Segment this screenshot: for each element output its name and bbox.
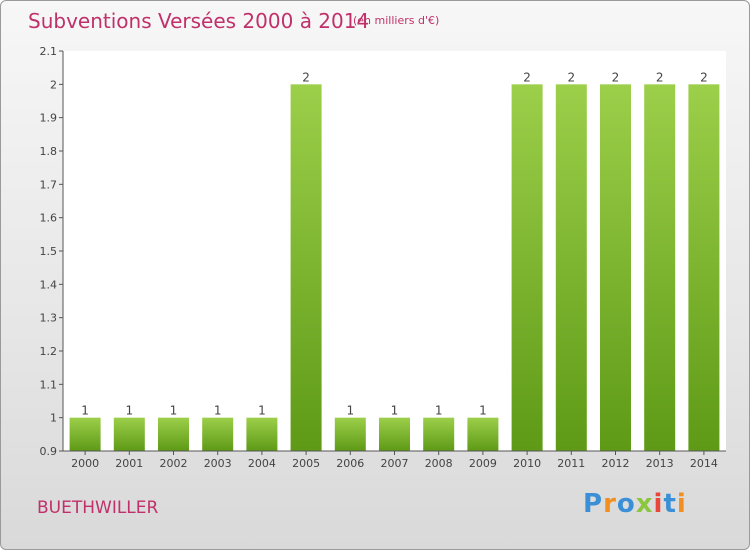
bar-2009 bbox=[467, 417, 499, 451]
data-label-2011: 2 bbox=[567, 70, 575, 84]
x-tick-label-2012: 2012 bbox=[602, 457, 630, 470]
x-tick-label-2006: 2006 bbox=[336, 457, 364, 470]
logo-letter: i bbox=[653, 489, 664, 519]
logo-letter: t bbox=[663, 489, 677, 519]
bar-2007 bbox=[379, 417, 410, 451]
data-label-2003: 1 bbox=[214, 404, 222, 418]
x-tick-label-2011: 2011 bbox=[557, 457, 585, 470]
commune-name: BUETHWILLER bbox=[37, 498, 159, 518]
logo-letter: i bbox=[676, 489, 687, 519]
y-tick-label: 0.9 bbox=[40, 445, 58, 458]
data-label-2004: 1 bbox=[258, 404, 266, 418]
bar-2006 bbox=[334, 417, 366, 451]
bar-2014 bbox=[688, 84, 720, 451]
bar-2011 bbox=[555, 84, 587, 451]
y-tick-label: 2 bbox=[50, 78, 57, 91]
bar-2013 bbox=[644, 84, 676, 451]
y-tick-label: 1.3 bbox=[40, 312, 58, 325]
y-tick-label: 1.9 bbox=[40, 112, 58, 125]
y-tick-label: 1.8 bbox=[40, 145, 58, 158]
x-tick-label-2000: 2000 bbox=[71, 457, 99, 470]
data-label-2012: 2 bbox=[612, 70, 620, 84]
logo-letter: o bbox=[616, 489, 636, 519]
x-tick-label-2005: 2005 bbox=[292, 457, 320, 470]
y-tick-label: 1.4 bbox=[40, 278, 58, 291]
data-label-2008: 1 bbox=[435, 404, 443, 418]
x-tick-label-2001: 2001 bbox=[115, 457, 143, 470]
x-tick-label-2003: 2003 bbox=[204, 457, 232, 470]
data-label-2001: 1 bbox=[125, 404, 133, 418]
x-tick-label-2014: 2014 bbox=[690, 457, 718, 470]
y-tick-label: 1.1 bbox=[40, 378, 58, 391]
bar-2003 bbox=[202, 417, 234, 451]
logo-letter: r bbox=[603, 489, 617, 519]
logo-letter: P bbox=[583, 489, 604, 519]
bar-2001 bbox=[113, 417, 145, 451]
data-label-2002: 1 bbox=[170, 404, 178, 418]
x-tick-label-2007: 2007 bbox=[381, 457, 409, 470]
proxiti-logo: Proxiti bbox=[583, 489, 687, 519]
bar-2002 bbox=[158, 417, 189, 451]
chart-title: Subventions Versées 2000 à 2014 bbox=[28, 9, 370, 33]
data-label-2007: 1 bbox=[391, 404, 399, 418]
y-tick-label: 1 bbox=[50, 412, 57, 425]
x-tick-label-2013: 2013 bbox=[646, 457, 674, 470]
x-tick-label-2010: 2010 bbox=[513, 457, 541, 470]
y-tick-label: 1.6 bbox=[40, 212, 58, 225]
y-tick-label: 1.2 bbox=[40, 345, 58, 358]
logo-letter: x bbox=[635, 489, 654, 519]
bar-2005 bbox=[290, 84, 322, 451]
bar-2008 bbox=[423, 417, 455, 451]
y-tick-label: 1.5 bbox=[40, 245, 58, 258]
data-label-2014: 2 bbox=[700, 70, 708, 84]
data-label-2013: 2 bbox=[656, 70, 664, 84]
x-tick-label-2002: 2002 bbox=[160, 457, 188, 470]
data-label-2000: 1 bbox=[81, 404, 89, 418]
x-tick-label-2008: 2008 bbox=[425, 457, 453, 470]
bar-2010 bbox=[511, 84, 543, 451]
y-tick-label: 1.7 bbox=[40, 178, 58, 191]
chart-subtitle: (en milliers d'€) bbox=[353, 14, 440, 27]
bar-2000 bbox=[69, 417, 101, 451]
data-label-2006: 1 bbox=[346, 404, 354, 418]
x-tick-label-2009: 2009 bbox=[469, 457, 497, 470]
x-tick-label-2004: 2004 bbox=[248, 457, 276, 470]
bar-2012 bbox=[600, 84, 631, 451]
data-label-2005: 2 bbox=[302, 70, 310, 84]
bar-2004 bbox=[246, 417, 278, 451]
y-tick-label: 2.1 bbox=[40, 45, 58, 58]
data-label-2009: 1 bbox=[479, 404, 487, 418]
data-label-2010: 2 bbox=[523, 70, 531, 84]
